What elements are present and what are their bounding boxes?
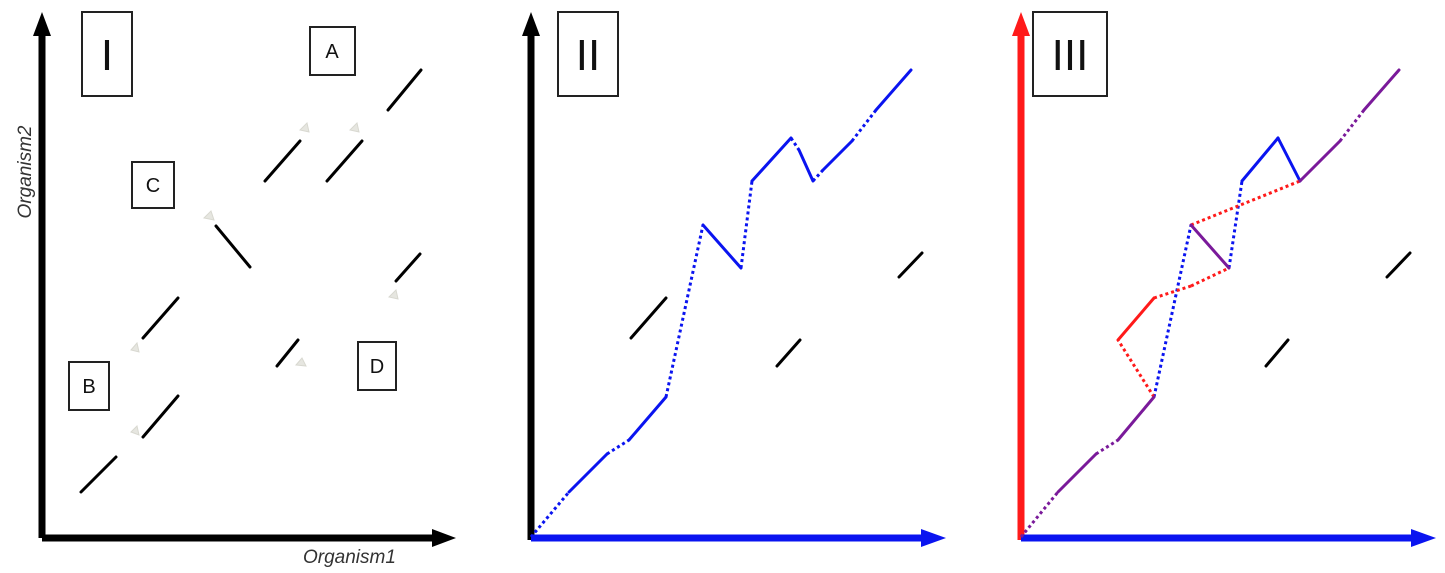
label-c-box: C (131, 161, 175, 209)
panel-3-black-segments (1264, 251, 1412, 368)
p2-segment (629, 296, 668, 340)
p3-segment (1385, 251, 1412, 279)
panel-3-blue-path (1152, 136, 1302, 398)
p2-segment (750, 136, 793, 183)
p1-segment (141, 394, 180, 439)
panel-3-numeral-box: III (1032, 11, 1108, 97)
p3-blue-link (1227, 180, 1244, 269)
p2-segment (797, 148, 815, 183)
p3-purple-segment (1362, 68, 1401, 112)
p1-segment (386, 68, 423, 112)
panel-2: II (522, 11, 946, 547)
p3-blue-segment (1276, 136, 1302, 183)
ghost-marker (299, 122, 310, 133)
panel-3: III (1012, 11, 1436, 547)
panel-1: I A C B D (15, 11, 456, 568)
p1-segment (263, 139, 302, 183)
panel-2-x-axis (531, 529, 946, 547)
p3-purple-segment (1298, 139, 1342, 183)
panel-2-numeral: II (576, 31, 600, 80)
label-a-box: A (309, 26, 356, 76)
panel-2-numeral-box: II (557, 11, 619, 97)
p2-segment (874, 68, 913, 112)
panel-1-numeral: I (101, 31, 113, 80)
panel-3-purple-path (1019, 68, 1401, 538)
p1-segment (325, 139, 364, 183)
p3-purple-link (1338, 109, 1366, 142)
p1-segment (79, 455, 118, 494)
panel-3-red-path (1116, 179, 1301, 398)
p1-segment (275, 338, 300, 368)
label-b-box: B (68, 361, 110, 411)
p3-red-link (1153, 284, 1192, 300)
p2-segment (627, 395, 668, 442)
panel-1-segments (79, 68, 423, 494)
ghost-marker (130, 425, 140, 436)
p3-purple-link (1019, 491, 1060, 538)
ghost-marker (294, 357, 307, 367)
p2-link (789, 137, 801, 151)
panel-2-black-segments (629, 251, 924, 368)
panel-3-y-axis (1012, 12, 1030, 540)
p2-segment (701, 223, 743, 270)
y-axis-title: Organism2 (15, 125, 36, 218)
p3-purple-segment (1189, 223, 1231, 270)
panel-1-x-axis (42, 529, 456, 547)
p2-segment (567, 452, 609, 494)
p2-link (850, 109, 878, 142)
p3-blue-segment (1240, 136, 1280, 183)
p2-link (529, 491, 571, 538)
label-b: B (82, 376, 95, 398)
p2-link (739, 180, 754, 269)
label-d-box: D (357, 341, 397, 391)
p3-purple-segment (1056, 452, 1098, 494)
p1-segment (141, 296, 180, 340)
label-d: D (370, 356, 384, 378)
panel-3-numeral: III (1052, 31, 1089, 80)
p3-purple-link (1095, 438, 1119, 456)
panel-1-y-axis (33, 12, 51, 538)
panel-1-numeral-box: I (81, 11, 133, 97)
panel-2-y-axis (522, 12, 540, 540)
p3-red-link (1190, 179, 1301, 227)
p2-segment (775, 338, 802, 368)
ghost-marker (388, 289, 399, 300)
p3-segment (1264, 338, 1290, 368)
p3-red-link (1190, 266, 1230, 288)
ghost-marker (130, 341, 140, 353)
panel-3-x-axis (1021, 529, 1436, 547)
ghost-marker (202, 210, 215, 221)
p2-link (606, 438, 630, 456)
panel-2-blue-path (529, 68, 913, 538)
p1-segment (394, 252, 422, 283)
p2-link (811, 168, 825, 183)
p2-segment (897, 251, 924, 279)
p3-red-segment (1116, 296, 1156, 342)
p2-link (664, 224, 705, 398)
p3-blue-link (1152, 224, 1193, 398)
p3-purple-segment (1116, 395, 1156, 442)
panel-1-ghost-markers (130, 122, 399, 436)
label-a: A (325, 41, 339, 63)
label-c: C (146, 175, 160, 197)
p1-segment (214, 224, 252, 269)
p2-segment (821, 139, 854, 172)
p3-red-link (1116, 339, 1156, 398)
ghost-marker (349, 122, 360, 133)
x-axis-title: Organism1 (303, 547, 396, 568)
